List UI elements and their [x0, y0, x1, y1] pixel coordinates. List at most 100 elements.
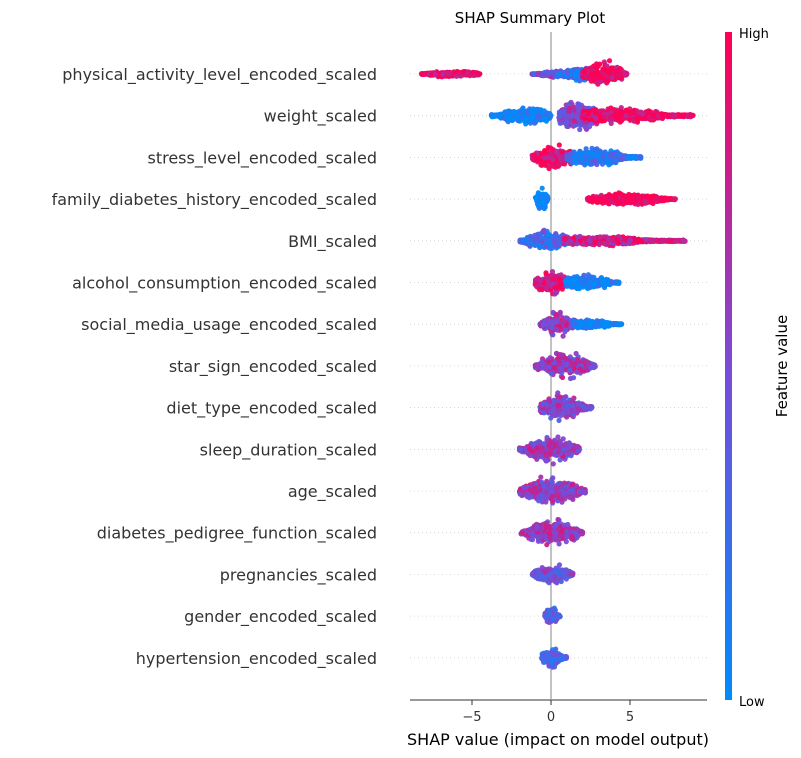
shap-point	[556, 162, 562, 168]
shap-point	[601, 118, 608, 124]
shap-point	[581, 111, 587, 118]
shap-point	[606, 58, 613, 64]
shap-point	[539, 185, 545, 191]
shap-point	[546, 232, 553, 238]
shap-point	[593, 115, 599, 121]
shap-point	[653, 195, 660, 201]
shap-point	[419, 71, 425, 77]
shap-point	[563, 118, 570, 124]
shap-point	[530, 110, 536, 116]
shap-point	[439, 71, 445, 77]
shap-point	[502, 111, 508, 117]
shap-point	[584, 154, 590, 160]
shap-point	[545, 144, 551, 150]
shap-point	[432, 71, 438, 78]
shap-point	[613, 72, 620, 78]
shap-point	[602, 149, 608, 155]
shap-point	[536, 200, 543, 206]
shap-point	[544, 275, 550, 281]
shap-point	[554, 149, 560, 155]
shap-point	[546, 165, 552, 172]
chart-title: SHAP Summary Plot	[455, 9, 606, 27]
shap-point	[592, 239, 598, 245]
shap-point	[533, 196, 540, 202]
shap-point	[446, 70, 453, 76]
shap-point	[681, 238, 687, 244]
shap-point	[461, 68, 467, 75]
shap-point	[533, 280, 539, 286]
shap-point	[623, 113, 629, 119]
shap-point	[608, 154, 614, 160]
shap-point	[602, 67, 608, 73]
shap-point	[566, 106, 572, 112]
shap-point	[556, 142, 562, 148]
shap-point	[456, 70, 463, 76]
shap-point	[577, 126, 583, 133]
beeswarm-points	[419, 58, 696, 670]
shap-point	[597, 234, 603, 240]
shap-point	[539, 286, 545, 292]
shap-point	[520, 105, 526, 111]
shap-point	[571, 118, 577, 124]
shap-point	[586, 238, 592, 244]
shap-point	[614, 152, 620, 158]
shap-point	[658, 238, 664, 244]
shap-point	[566, 113, 572, 119]
shap-point	[574, 103, 581, 110]
shap-point	[630, 110, 637, 116]
shap-point	[635, 195, 642, 201]
shap-point	[597, 61, 603, 67]
shap-point	[586, 196, 592, 202]
shap-point	[669, 113, 676, 119]
shap-point	[609, 75, 615, 81]
shap-point	[544, 110, 550, 117]
shap-point	[538, 235, 544, 241]
shap-point	[645, 108, 651, 114]
shap-point	[672, 196, 678, 202]
shap-point	[549, 269, 556, 275]
shap-point	[583, 146, 589, 152]
shap-point	[567, 151, 574, 157]
shap-point	[536, 205, 542, 211]
shap-point	[661, 198, 667, 204]
shap-point	[549, 281, 556, 287]
shap-point	[553, 243, 559, 249]
shap-point	[575, 68, 581, 74]
shap-point	[596, 72, 602, 78]
shap-point	[672, 238, 679, 244]
shap-point	[568, 238, 574, 244]
shap-point	[642, 198, 648, 204]
shap-point	[587, 123, 593, 130]
shap-point	[547, 238, 553, 244]
shap-point	[550, 156, 556, 163]
shap-point	[589, 145, 595, 151]
shap-point	[586, 75, 593, 81]
shap-point	[521, 238, 527, 244]
shap-point	[546, 71, 552, 77]
shap-point	[572, 72, 578, 78]
shap-point	[551, 237, 558, 243]
shap-point	[542, 155, 548, 161]
shap-point	[660, 113, 666, 119]
shap-point	[637, 154, 643, 160]
shap-point	[521, 118, 527, 124]
shap-point	[592, 76, 598, 82]
shap-point	[547, 242, 553, 249]
shap-point	[565, 67, 571, 73]
shap-point	[568, 99, 574, 105]
feature-swarm	[488, 99, 696, 133]
shap-point	[612, 113, 618, 119]
shap-point	[582, 69, 588, 75]
shap-point	[529, 235, 535, 241]
feature-swarm	[529, 142, 644, 172]
shap-point	[490, 113, 496, 119]
shap-point	[650, 200, 656, 206]
shap-point	[637, 237, 644, 243]
shap-point	[646, 114, 652, 120]
shap-point	[649, 238, 655, 244]
shap-point	[614, 237, 620, 243]
shap-point	[543, 270, 549, 276]
shap-point	[535, 275, 541, 281]
shap-point	[545, 282, 551, 288]
